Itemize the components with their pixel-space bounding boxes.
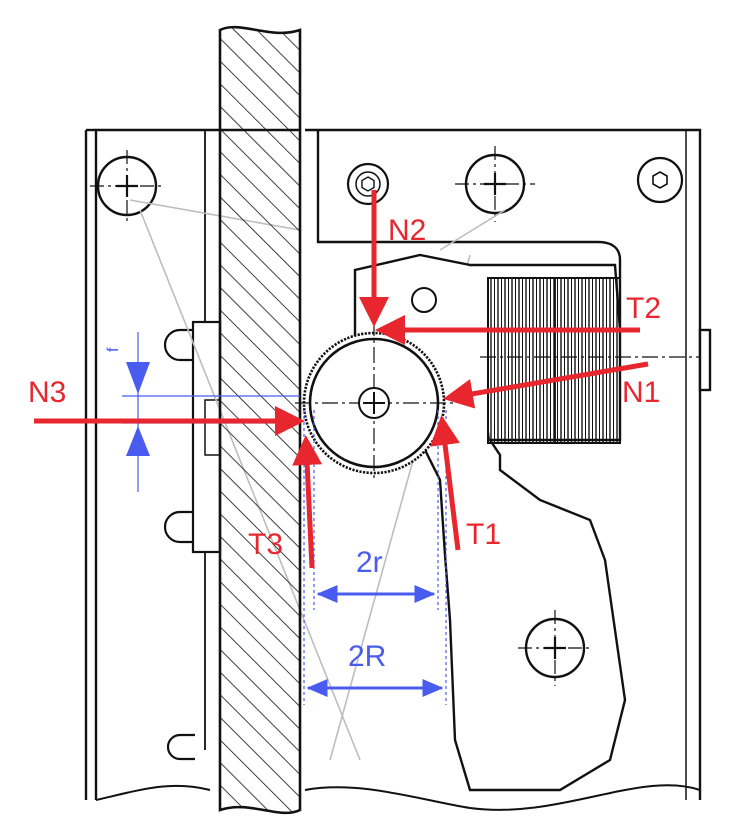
screw-top-far-right xyxy=(636,156,684,204)
label-n3: N3 xyxy=(28,376,66,409)
force-labels: N2 T2 N1 N3 T1 T3 xyxy=(28,214,661,561)
screw-lower-right xyxy=(518,610,592,686)
label-t3: T3 xyxy=(248,528,283,561)
arrow-t3 xyxy=(292,435,323,569)
screw-top-right-cross xyxy=(455,146,535,222)
label-n1: N1 xyxy=(622,376,660,409)
label-t2: T2 xyxy=(626,292,661,325)
label-f: f xyxy=(105,347,122,352)
arrow-t1 xyxy=(430,415,461,551)
dimension-2r: 2r xyxy=(313,410,439,610)
force-arrows xyxy=(34,190,649,569)
label-2R: 2R xyxy=(348,640,386,673)
screw-top-center xyxy=(346,162,390,206)
right-housing xyxy=(304,128,712,811)
screw-top-left xyxy=(90,150,164,222)
label-2r: 2r xyxy=(356,546,383,579)
arrow-n1 xyxy=(443,361,649,409)
label-n2: N2 xyxy=(388,214,426,247)
knurled-roller xyxy=(295,320,455,480)
label-t1: T1 xyxy=(466,518,501,551)
